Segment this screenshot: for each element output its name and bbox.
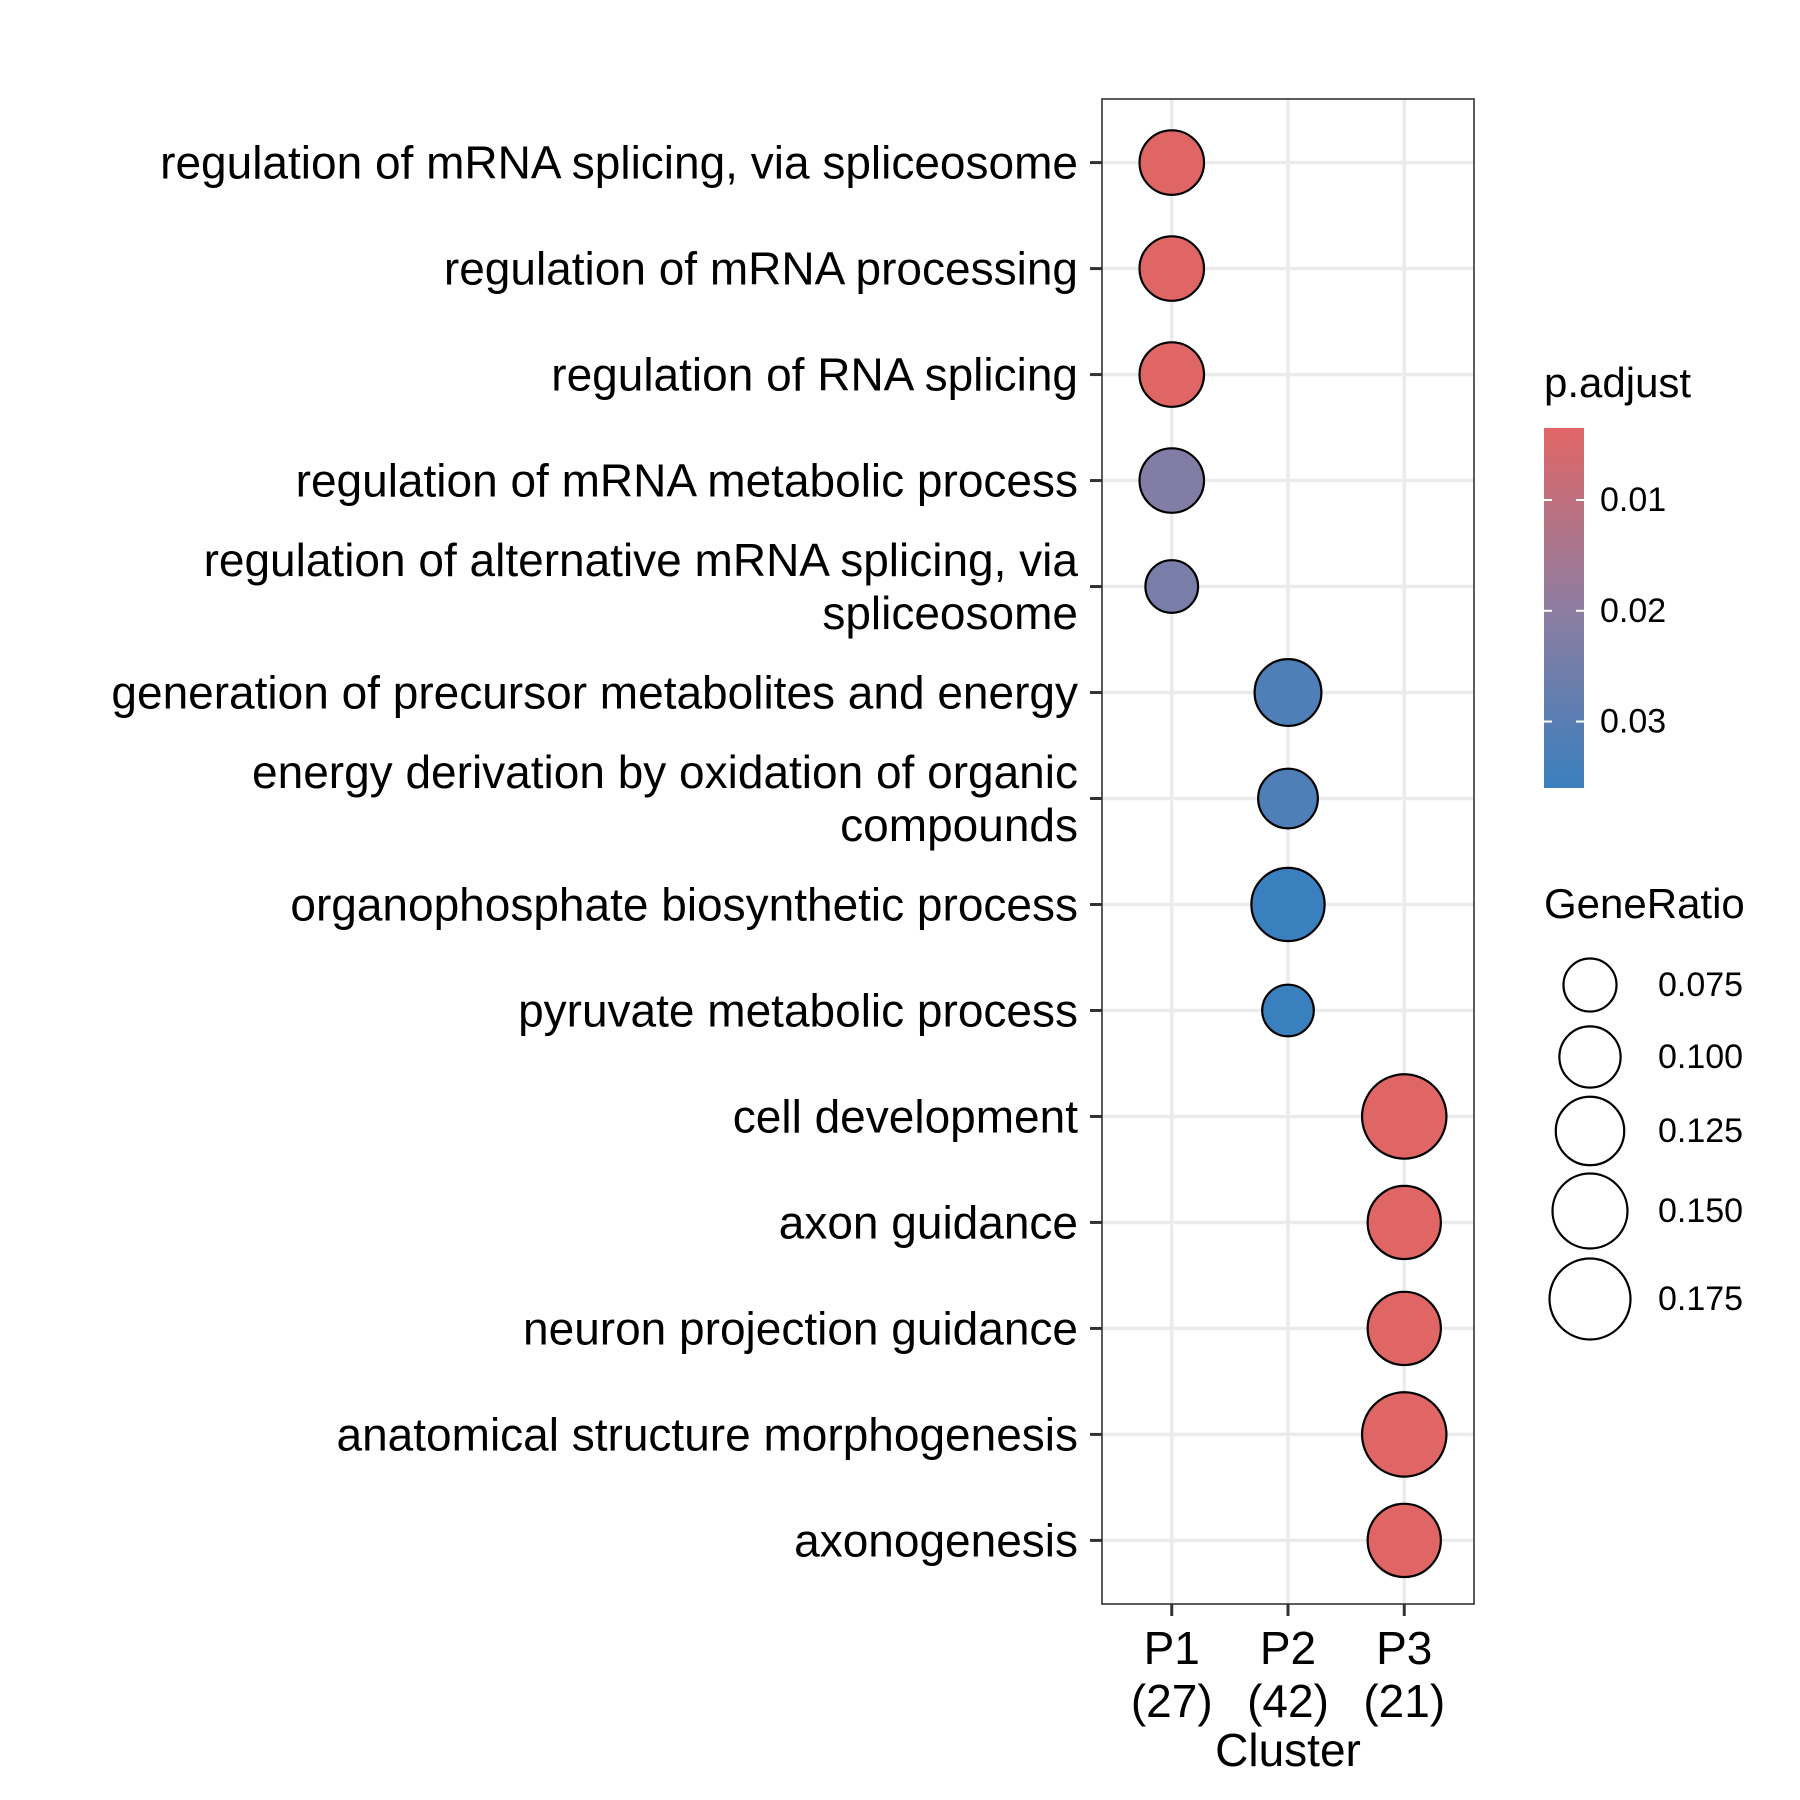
- data-point: [1366, 1502, 1442, 1579]
- y-axis-term-label: regulation of mRNA processing: [444, 243, 1078, 295]
- color-legend-title: p.adjust: [1544, 359, 1691, 406]
- y-axis-term-label: axonogenesis: [794, 1514, 1078, 1566]
- data-point: [1144, 559, 1200, 614]
- y-axis-term-label: generation of precursor metabolites and …: [111, 667, 1078, 719]
- data-point: [1138, 129, 1206, 196]
- data-point: [1250, 866, 1326, 943]
- size-legend-circle: [1558, 1025, 1622, 1089]
- y-axis-term-label: energy derivation by oxidation of organi…: [252, 746, 1078, 798]
- data-point: [1253, 658, 1323, 728]
- y-axis-term-label: compounds: [840, 799, 1078, 851]
- size-legend-title: GeneRatio: [1544, 880, 1745, 927]
- size-legend-label: 0.125: [1658, 1112, 1743, 1150]
- color-legend-tick-label: 0.03: [1600, 703, 1666, 741]
- data-point: [1360, 1391, 1448, 1478]
- y-axis-term-label: regulation of mRNA metabolic process: [296, 455, 1078, 507]
- p-adjust-color-legend: p.adjust 0.01 0.02 0.03: [1544, 359, 1691, 788]
- data-point: [1366, 1290, 1442, 1367]
- data-point: [1138, 447, 1206, 514]
- gene-ratio-size-legend: GeneRatio 0.075 0.100 0.125 0.150 0.175: [1544, 880, 1745, 1341]
- y-axis-term-label: pyruvate metabolic process: [518, 984, 1078, 1036]
- x-axis-cluster-count: (21): [1363, 1675, 1445, 1727]
- x-axis-title: Cluster: [1215, 1724, 1361, 1776]
- data-point: [1261, 983, 1315, 1038]
- size-legend-label: 0.175: [1658, 1280, 1743, 1318]
- color-legend-tick-label: 0.01: [1600, 481, 1666, 519]
- size-legend-circle: [1551, 1172, 1629, 1250]
- size-legend-circle: [1554, 1095, 1626, 1167]
- data-point: [1366, 1184, 1442, 1261]
- x-axis-cluster-count: (27): [1131, 1675, 1213, 1727]
- y-axis-term-label: organophosphate biosynthetic process: [290, 878, 1078, 930]
- y-axis-term-label: regulation of alternative mRNA splicing,…: [204, 534, 1079, 586]
- y-axis-term-labels: regulation of mRNA splicing, via spliceo…: [111, 137, 1102, 1566]
- color-legend-gradient-bar: [1544, 428, 1584, 788]
- x-axis-cluster-label: P3: [1376, 1622, 1432, 1674]
- grid-lines: [1102, 99, 1474, 1604]
- y-axis-term-label: axon guidance: [779, 1196, 1078, 1248]
- data-points: [1138, 129, 1448, 1579]
- size-legend-circle: [1548, 1257, 1632, 1341]
- size-legend-label: 0.100: [1658, 1038, 1743, 1076]
- size-legend-circle: [1562, 957, 1618, 1013]
- x-axis-cluster-label: P1: [1144, 1622, 1200, 1674]
- data-point: [1257, 767, 1319, 830]
- x-axis-cluster-label: P2: [1260, 1622, 1316, 1674]
- y-axis-term-label: regulation of RNA splicing: [551, 349, 1078, 401]
- y-axis-term-label: neuron projection guidance: [523, 1302, 1078, 1354]
- size-legend-label: 0.075: [1658, 966, 1743, 1004]
- x-axis-ticks: P1(27) P2(42) P3(21): [1131, 1604, 1445, 1727]
- y-axis-term-label: spliceosome: [822, 587, 1078, 639]
- y-axis-term-label: cell development: [733, 1090, 1078, 1142]
- size-legend-label: 0.150: [1658, 1192, 1743, 1230]
- color-legend-tick-label: 0.02: [1600, 592, 1666, 630]
- x-axis-cluster-count: (42): [1247, 1675, 1329, 1727]
- data-point: [1138, 235, 1206, 302]
- data-point: [1138, 341, 1206, 408]
- y-axis-term-label: anatomical structure morphogenesis: [337, 1408, 1078, 1460]
- y-axis-term-label: regulation of mRNA splicing, via spliceo…: [160, 137, 1078, 189]
- data-point: [1360, 1073, 1448, 1160]
